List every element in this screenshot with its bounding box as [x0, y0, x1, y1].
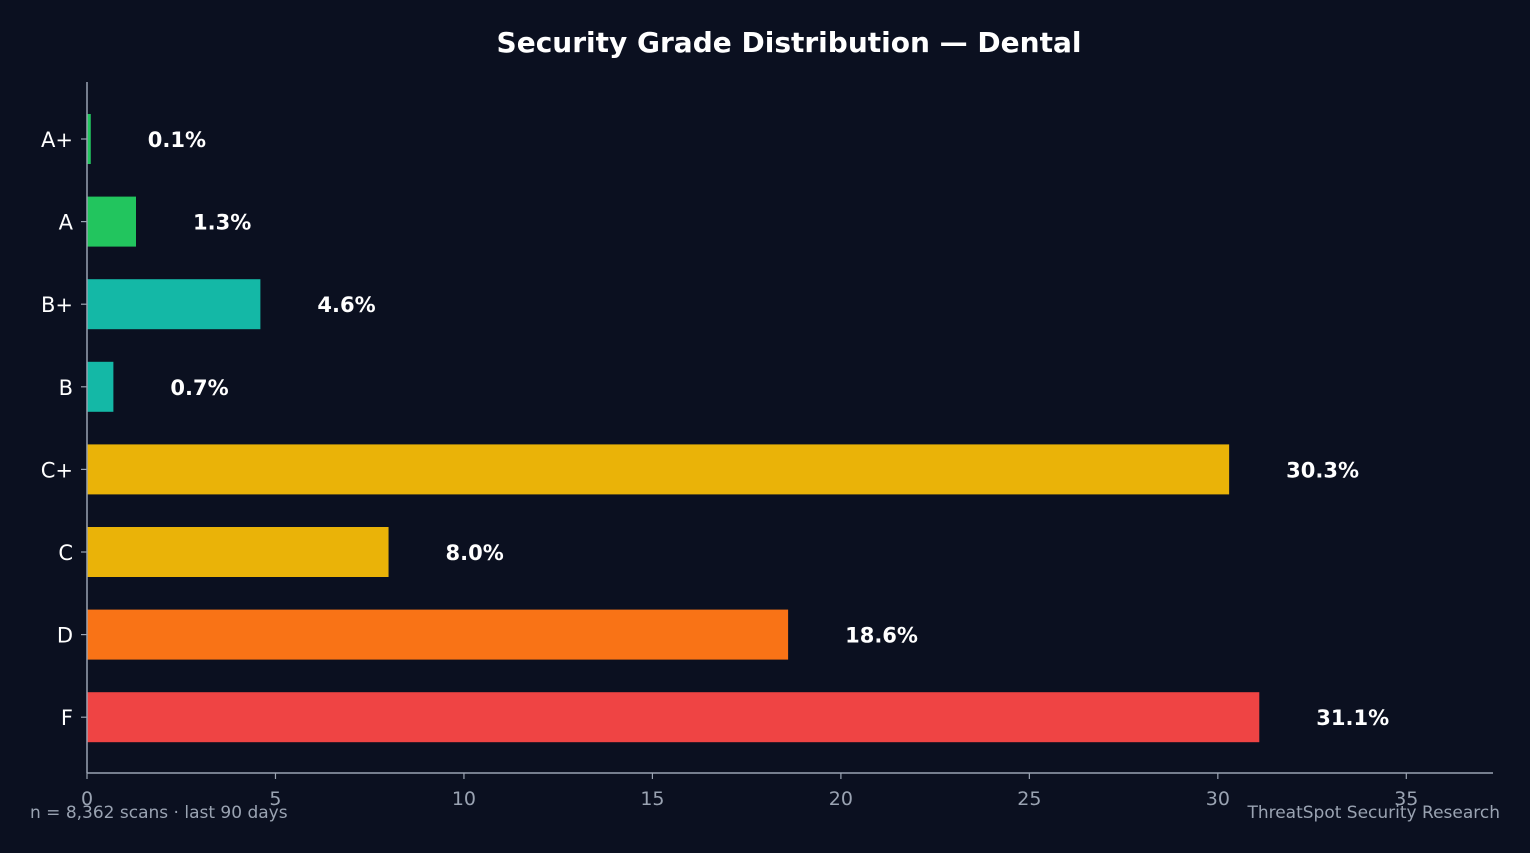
bar-a-plus — [87, 114, 91, 164]
bar-a — [87, 196, 137, 247]
x-tick-label: 0 — [81, 788, 93, 810]
y-tick-label: B+ — [41, 293, 73, 317]
y-tick-label: C — [58, 541, 73, 565]
bar-b-plus — [87, 279, 261, 330]
bar-d — [87, 609, 789, 660]
data-label: 18.6% — [845, 624, 918, 648]
data-label: 31.1% — [1316, 706, 1389, 730]
data-label: 0.1% — [148, 128, 206, 152]
x-tick-label: 5 — [269, 788, 281, 810]
chart-title: Security Grade Distribution — Dental — [497, 26, 1082, 59]
x-tick-label: 35 — [1394, 788, 1418, 810]
x-tick-label: 30 — [1206, 788, 1230, 810]
data-label: 30.3% — [1286, 458, 1359, 482]
y-tick-label: B — [59, 376, 73, 400]
y-tick-label: F — [61, 706, 73, 730]
bar-f — [87, 692, 1260, 743]
footer-attribution: ThreatSpot Security Research — [1247, 803, 1500, 823]
footer-sample-note: n = 8,362 scans · last 90 days — [30, 803, 288, 823]
bar-c-plus — [87, 444, 1230, 495]
axes-group: A+ A B+ B C+ C D F 0 5 10 15 20 25 30 35 — [41, 82, 1493, 810]
data-label: 1.3% — [193, 211, 251, 235]
y-tick-label: A+ — [41, 128, 73, 152]
x-tick-label: 15 — [640, 788, 664, 810]
x-tick-label: 10 — [452, 788, 476, 810]
bar-c — [87, 527, 389, 577]
bar-b — [87, 361, 114, 412]
x-tick-label: 20 — [829, 788, 853, 810]
y-tick-label: D — [57, 624, 73, 648]
y-tick-label: A — [59, 211, 74, 235]
data-label: 0.7% — [170, 376, 228, 400]
data-label: 4.6% — [317, 293, 375, 317]
x-tick-label: 25 — [1017, 788, 1041, 810]
data-label: 8.0% — [446, 541, 504, 565]
y-tick-label: C+ — [41, 458, 73, 482]
bars-group: 0.1% 1.3% 4.6% 0.7% 30.3% 8.0% 18.6% 31.1% — [87, 114, 1389, 743]
